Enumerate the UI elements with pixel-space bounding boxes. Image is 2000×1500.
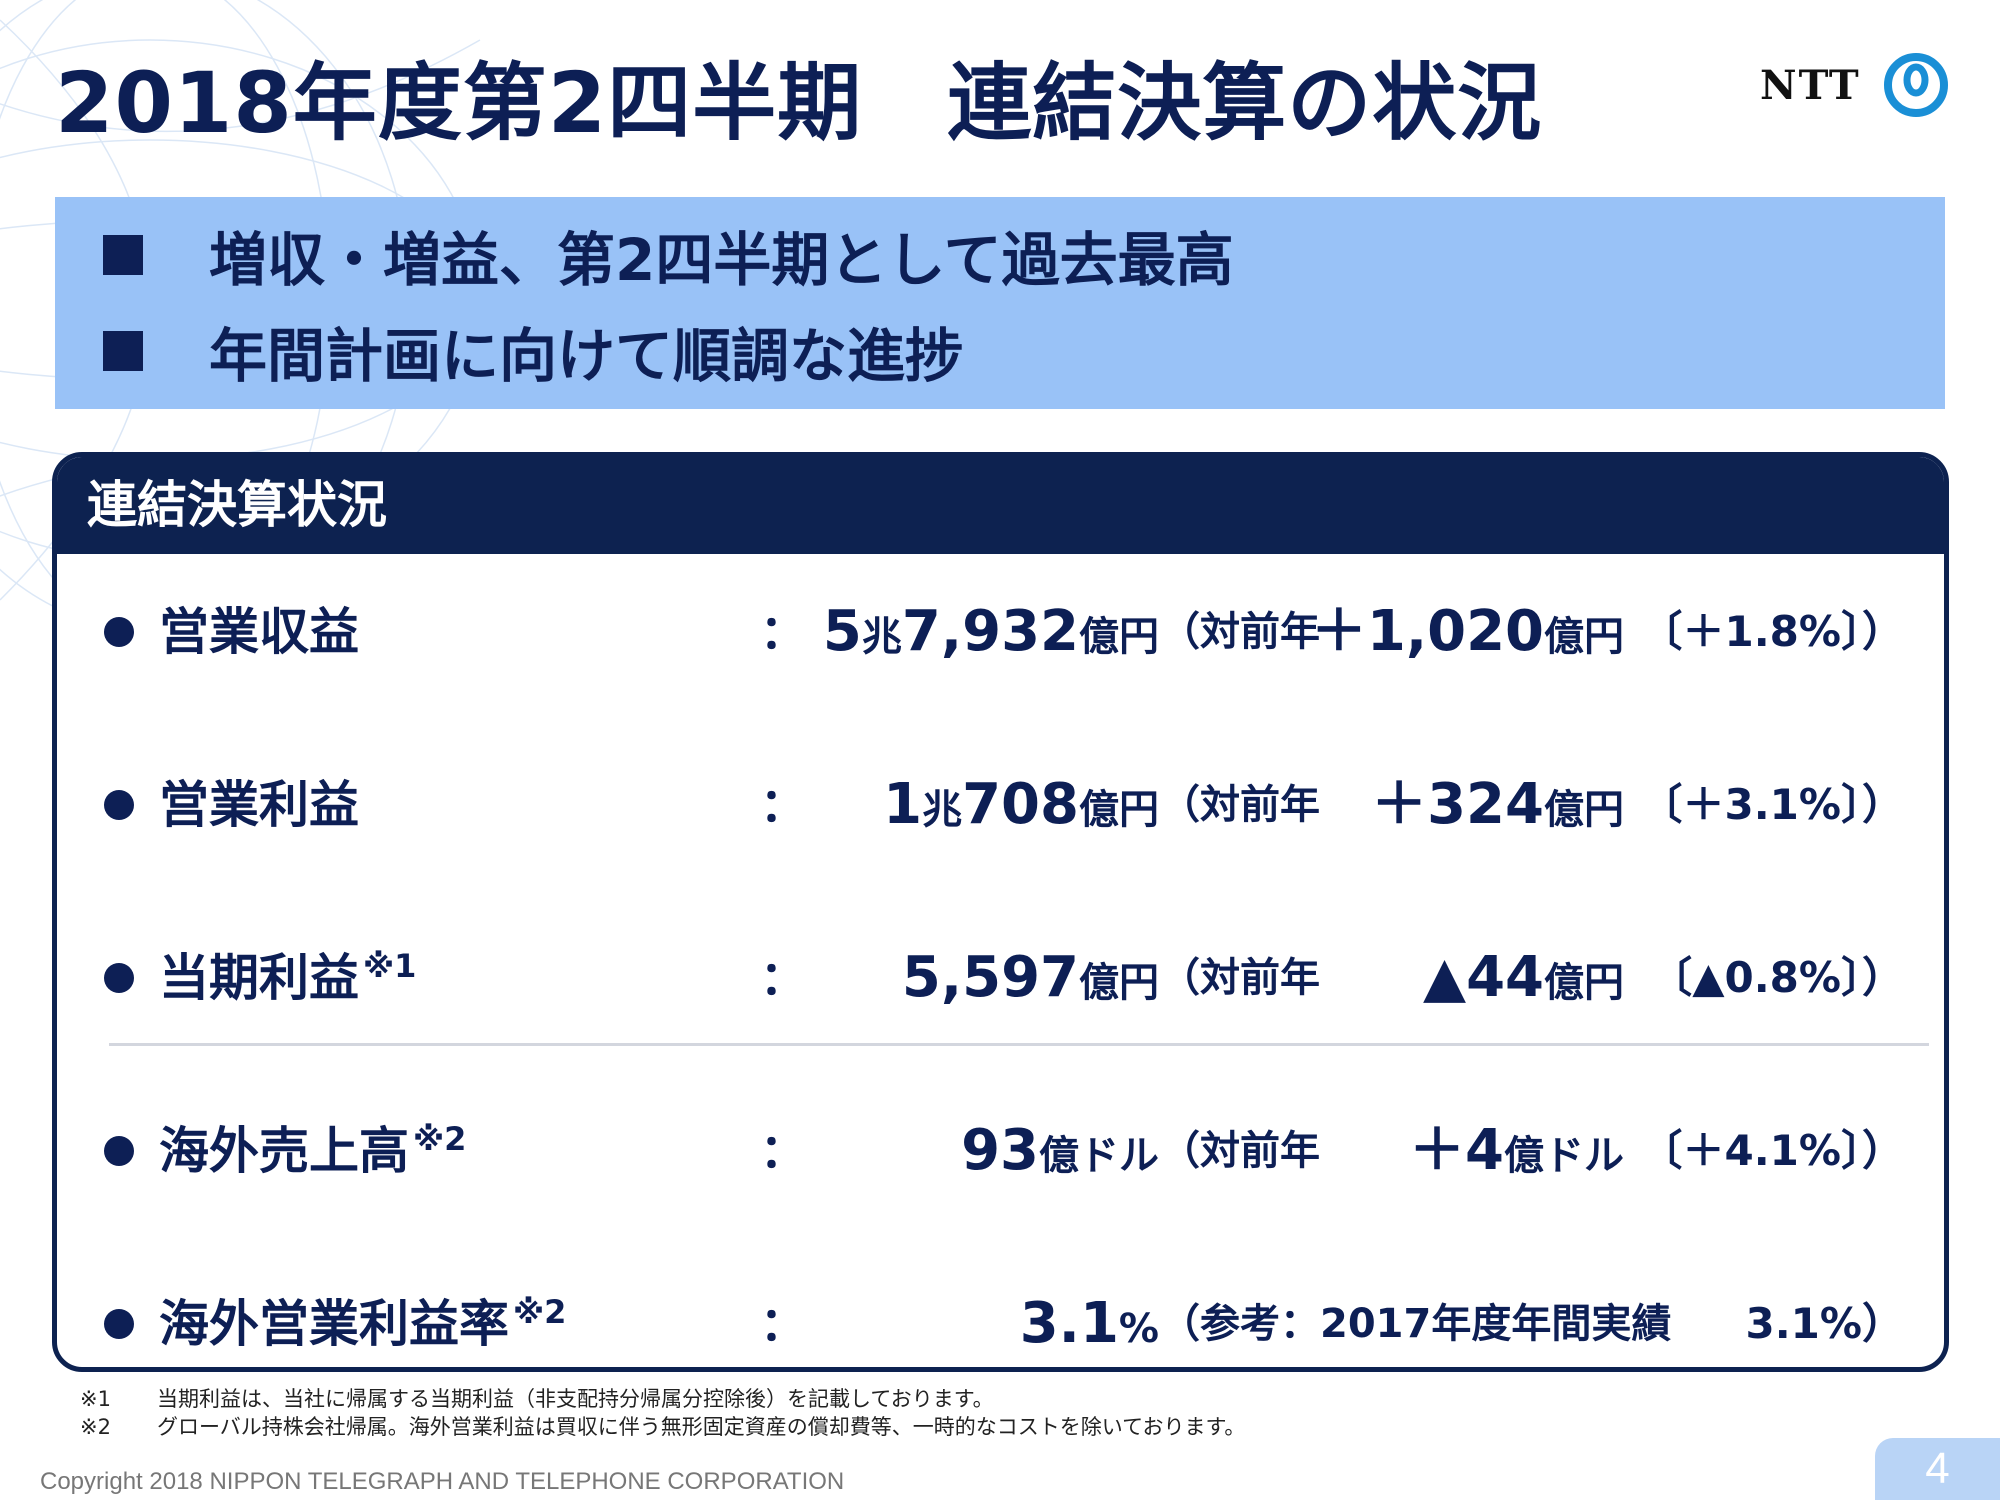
square-bullet-icon (103, 331, 143, 371)
result-row-revenue: 営業収益 ： 5兆7,932億円 （対前年 ＋1,020億円 〔＋1.8%〕） (57, 587, 1944, 677)
panel-heading: 連結決算状況 (87, 476, 387, 534)
footnote-mark: ※2 (80, 1415, 111, 1439)
bullet-dot-icon (104, 1309, 134, 1339)
footnote-text: グローバル持株会社帰属。海外営業利益は買収に伴う無形固定資産の償却費等、一時的な… (157, 1415, 1246, 1439)
footnote-item: ※1 当期利益は、当社に帰属する当期利益（非支配持分帰属分控除後）を記載しており… (80, 1385, 1245, 1413)
row-label: 海外売上高 ※2 (159, 1120, 467, 1180)
highlight-item: 増収・増益、第2四半期として過去最高 (103, 215, 1234, 295)
row-label: 当期利益 ※1 (159, 947, 417, 1007)
row-colon: ： (760, 778, 806, 832)
results-panel: 連結決算状況 営業収益 ： 5兆7,932億円 （対前年 ＋1,020億円 〔＋… (52, 452, 1949, 1372)
row-vs-label: （対前年 (1160, 955, 1320, 1001)
highlight-item: 年間計画に向けて順調な進捗 (103, 311, 963, 391)
bullet-dot-icon (104, 617, 134, 647)
row-change-percent: 〔＋4.1%〕） (1640, 1126, 1905, 1175)
row-change-percent: 〔＋1.8%〕） (1640, 607, 1905, 656)
page-number-box: 4 (1875, 1438, 2000, 1500)
row-vs-label: （対前年 (1160, 1128, 1320, 1174)
panel-header: 連結決算状況 (57, 457, 1944, 554)
row-change-value: ＋4億ドル (1409, 1118, 1624, 1183)
result-row-net-income: 当期利益 ※1 ： 5,597億円 （対前年 ▲44億円 〔▲0.8%〕） (57, 933, 1944, 1023)
ntt-logo: NTT (1760, 52, 1949, 118)
row-colon: ： (760, 605, 806, 659)
footnote-text: 当期利益は、当社に帰属する当期利益（非支配持分帰属分控除後）を記載しております。 (157, 1387, 994, 1411)
row-main-value: 3.1% (1019, 1291, 1159, 1356)
result-row-overseas-margin: 海外営業利益率 ※2 ： 3.1% （参考：2017年度年間実績 3.1%） (57, 1279, 1944, 1367)
row-main-value: 5,597億円 (901, 945, 1159, 1010)
row-change-value: ▲44億円 (1423, 945, 1624, 1010)
row-change-percent: 〔＋3.1%〕） (1640, 780, 1905, 829)
row-vs-label: （対前年 (1160, 782, 1320, 828)
footnote-mark: ※1 (80, 1387, 111, 1411)
bullet-dot-icon (104, 790, 134, 820)
page-number: 4 (1925, 1444, 1950, 1493)
row-label: 海外営業利益率 ※2 (159, 1293, 567, 1353)
row-change-percent: 〔▲0.8%〕） (1650, 953, 1904, 1002)
row-label: 営業収益 (159, 603, 359, 661)
row-colon: ： (760, 1124, 806, 1178)
result-row-overseas-sales: 海外売上高 ※2 ： 93億ドル （対前年 ＋4億ドル 〔＋4.1%〕） (57, 1106, 1944, 1196)
row-change-value: ＋1,020億円 (1310, 599, 1624, 664)
ntt-logo-mark-icon (1883, 53, 1948, 117)
highlight-text: 年間計画に向けて順調な進捗 (209, 322, 964, 390)
copyright-text: Copyright 2018 NIPPON TELEGRAPH AND TELE… (40, 1468, 845, 1495)
bullet-dot-icon (104, 1136, 134, 1166)
row-reference-value: 3.1%） (1745, 1299, 1905, 1348)
square-bullet-icon (103, 235, 143, 275)
bullet-dot-icon (104, 963, 134, 993)
footnotes: ※1 当期利益は、当社に帰属する当期利益（非支配持分帰属分控除後）を記載しており… (80, 1385, 1245, 1441)
row-main-value: 5兆7,932億円 (822, 599, 1159, 664)
row-reference-label: （参考：2017年度年間実績 (1160, 1301, 1672, 1347)
row-change-value: ＋324億円 (1371, 772, 1624, 837)
row-colon: ： (760, 1297, 806, 1351)
row-main-value: 93億ドル (961, 1118, 1159, 1183)
footnote-item: ※2 グローバル持株会社帰属。海外営業利益は買収に伴う無形固定資産の償却費等、一… (80, 1413, 1245, 1441)
row-divider (109, 1043, 1929, 1046)
row-label: 営業利益 (159, 776, 359, 834)
highlight-text: 増収・増益、第2四半期として過去最高 (209, 226, 1234, 294)
footnote-ref: ※1 (363, 947, 417, 985)
row-main-value: 1兆708億円 (883, 772, 1159, 837)
footnote-ref: ※2 (513, 1293, 567, 1331)
result-row-operating-income: 営業利益 ： 1兆708億円 （対前年 ＋324億円 〔＋3.1%〕） (57, 760, 1944, 850)
logo-text: NTT (1760, 61, 1861, 109)
footnote-ref: ※2 (413, 1120, 467, 1158)
row-vs-label: （対前年 (1160, 609, 1320, 655)
highlights-banner: 増収・増益、第2四半期として過去最高 年間計画に向けて順調な進捗 (55, 197, 1945, 409)
slide-title: 2018年度第2四半期 連結決算の状況 (55, 54, 1543, 152)
row-colon: ： (760, 951, 806, 1005)
